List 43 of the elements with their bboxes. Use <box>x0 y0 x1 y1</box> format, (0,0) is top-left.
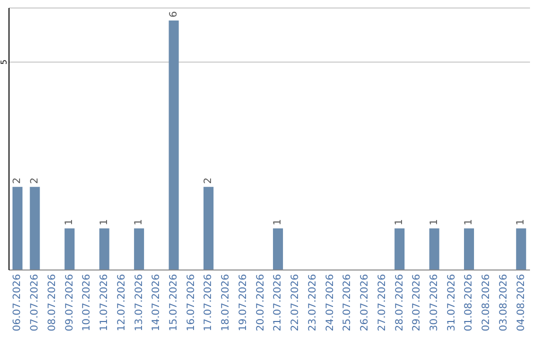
x-tick-label: 21.07.2026 <box>272 274 284 332</box>
x-tick-label: 09.07.2026 <box>64 274 76 332</box>
data-label: 2 <box>29 177 40 184</box>
x-tick-label: 17.07.2026 <box>203 274 214 332</box>
data-label: 1 <box>428 219 440 226</box>
x-tick-label: 25.07.2026 <box>342 274 354 332</box>
data-label: 6 <box>168 11 180 18</box>
data-label: 1 <box>272 219 284 226</box>
x-tick-label: 13.07.2026 <box>134 274 145 332</box>
x-tick-label: 26.07.2026 <box>360 274 371 332</box>
data-label: 1 <box>516 219 527 226</box>
data-label: 2 <box>203 177 214 184</box>
data-label: 1 <box>464 219 475 226</box>
x-tick-label: 28.07.2026 <box>394 274 406 332</box>
x-tick-label: 07.07.2026 <box>30 274 41 332</box>
x-tick-label: 20.07.2026 <box>255 274 266 332</box>
x-tick-label: 30.07.2026 <box>428 274 440 332</box>
x-tick-label: 29.07.2026 <box>412 274 423 332</box>
data-label: 2 <box>12 177 23 184</box>
x-tick-label: 31.07.2026 <box>446 274 458 332</box>
x-tick-label: 19.07.2026 <box>238 274 249 332</box>
x-tick-label: 04.08.2026 <box>516 274 527 332</box>
x-tick-label: 12.07.2026 <box>116 274 128 332</box>
x-tick-label: 16.07.2026 <box>186 274 197 332</box>
x-tick-label: 03.08.2026 <box>498 274 510 332</box>
data-label: 1 <box>394 219 406 226</box>
x-tick-label: 18.07.2026 <box>220 274 232 332</box>
data-label: 1 <box>134 219 145 226</box>
x-tick-label: 23.07.2026 <box>307 274 318 332</box>
x-tick-label: 10.07.2026 <box>82 274 93 332</box>
x-tick-label: 06.07.2026 <box>12 274 24 332</box>
x-tick-label: 02.08.2026 <box>481 274 492 332</box>
x-tick-label: 08.07.2026 <box>46 274 58 332</box>
x-tick-label: 01.08.2026 <box>464 274 475 332</box>
x-tick-label: 22.07.2026 <box>290 274 302 332</box>
x-tick-label: 14.07.2026 <box>151 274 162 332</box>
x-tick-label: 15.07.2026 <box>168 274 180 332</box>
x-tick-label: 24.07.2026 <box>324 274 336 332</box>
y-tick-label: 5 <box>0 60 8 65</box>
data-label: 1 <box>98 219 110 226</box>
x-tick-label: 11.07.2026 <box>99 274 110 332</box>
x-tick-label: 27.07.2026 <box>376 274 388 332</box>
data-label: 1 <box>64 219 76 226</box>
